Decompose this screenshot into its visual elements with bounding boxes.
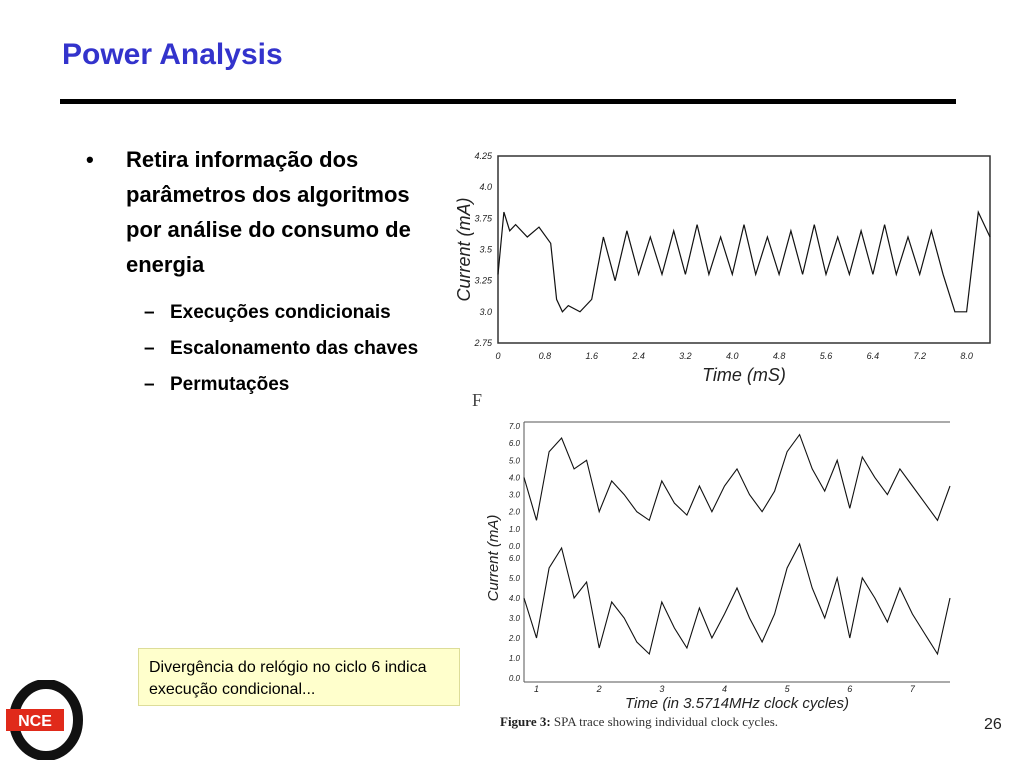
y-tick-label: 0.0: [509, 542, 521, 551]
sub-bullet-mark: –: [144, 302, 155, 323]
sub-bullet: – Permutações: [144, 372, 446, 398]
sub-bullet-mark: –: [144, 338, 155, 359]
y-axis-label: Current (mA): [485, 515, 502, 602]
y-tick-label: 4.25: [474, 151, 493, 161]
x-tick-label: 1: [534, 684, 539, 694]
note-box: Divergência do relógio no ciclo 6 indica…: [138, 648, 460, 706]
y-tick-label: 2.0: [508, 634, 521, 643]
figure-caption: Figure 3: SPA trace showing individual c…: [500, 714, 778, 730]
y-tick-label: 4.0: [509, 473, 521, 482]
nce-logo: NCE: [6, 680, 83, 760]
x-tick-label: 8.0: [960, 351, 973, 361]
series-line: [497, 209, 991, 313]
y-axis-label: Current (mA): [454, 197, 474, 301]
y-tick-label: 3.0: [479, 307, 492, 317]
x-tick-label: 5: [785, 684, 791, 694]
y-tick-label: 2.0: [508, 508, 521, 517]
x-tick-label: 0: [495, 351, 500, 361]
x-tick-label: 5.6: [820, 351, 833, 361]
x-tick-label: 0.8: [539, 351, 552, 361]
y-tick-label: 3.75: [474, 213, 493, 223]
y-tick-label: 6.0: [509, 554, 521, 563]
x-tick-label: 4: [722, 684, 727, 694]
y-tick-label: 4.0: [479, 182, 492, 192]
x-axis-label: Time (in 3.5714MHz clock cycles): [625, 695, 849, 712]
y-tick-label: 7.0: [509, 422, 521, 431]
sub-bullet-text: Escalonamento das chaves: [170, 338, 419, 359]
y-tick-label: 1.0: [509, 654, 521, 663]
y-tick-label: 3.0: [509, 491, 521, 500]
y-tick-label: 4.0: [509, 594, 521, 603]
x-tick-label: 1.6: [585, 351, 598, 361]
page-number: 26: [984, 716, 1002, 733]
page-title: Power Analysis: [62, 38, 283, 71]
x-tick-label: 7.2: [913, 351, 926, 361]
x-tick-label: 6.4: [867, 351, 880, 361]
x-tick-label: 2: [596, 684, 602, 694]
y-tick-label: 6.0: [509, 439, 521, 448]
plot-frame: [497, 155, 991, 344]
caption-label: Figure 3:: [500, 714, 551, 729]
logo-band: [6, 709, 64, 731]
y-tick-label: 5.0: [509, 574, 521, 583]
bullet-list: • Retira informação dos parâmetros dos a…: [86, 142, 446, 408]
y-tick-label: 3.25: [474, 276, 493, 286]
sub-bullet: – Execuções condicionais: [144, 300, 446, 326]
y-tick-label: 2.75: [473, 338, 493, 348]
y-tick-label: 5.0: [509, 456, 521, 465]
x-tick-label: 4.0: [726, 351, 739, 361]
x-tick-label: 2.4: [631, 351, 645, 361]
bullet-main-text: Retira informação dos parâmetros dos alg…: [126, 147, 411, 277]
x-tick-label: 4.8: [773, 351, 786, 361]
sub-bullet-mark: –: [144, 374, 155, 395]
figure-fragment: F: [472, 390, 483, 410]
bullet-mark: •: [86, 147, 94, 172]
power-trace-chart-top: 4.25 4.0 3.75 3.5 3.25 3.0 2.750 0.8 1.6 2.4 3.2 4.…: [454, 151, 991, 385]
sub-bullet: – Escalonamento das chaves: [144, 336, 446, 362]
sub-bullet-text: Execuções condicionais: [170, 302, 391, 323]
y-tick-label: 3.5: [479, 245, 493, 255]
sub-bullet-text: Permutações: [170, 374, 290, 395]
y-tick-label: 0.0: [509, 674, 521, 683]
logo-text: NCE: [18, 713, 52, 730]
clock-cycle-chart-bottom: 7.0 6.0 5.0 4.0 3.0 2.0 1.0 0.0 6.0 5.0 4.0 3.0 2.0 1…: [485, 421, 951, 712]
bullet-main: • Retira informação dos parâmetros dos a…: [86, 142, 446, 282]
title-divider: [60, 99, 956, 104]
x-tick-label: 6: [847, 684, 852, 694]
y-tick-label: 1.0: [509, 525, 521, 534]
series-line: [523, 542, 951, 656]
x-tick-label: 3: [659, 684, 664, 694]
y-tick-label: 3.0: [509, 614, 521, 623]
x-tick-label: 7: [910, 684, 916, 694]
caption-text: SPA trace showing individual clock cycle…: [550, 714, 779, 729]
series-line: [523, 433, 951, 522]
x-tick-label: 3.2: [679, 351, 692, 361]
x-axis-label: Time (mS): [702, 365, 786, 385]
sub-bullet-list: – Execuções condicionais – Escalonamento…: [144, 300, 446, 398]
